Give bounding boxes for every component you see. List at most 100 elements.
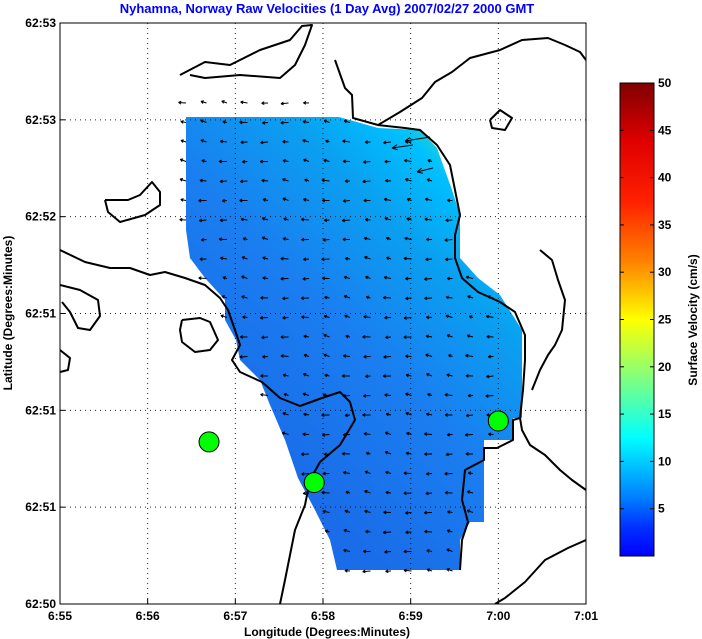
velocity-arrow xyxy=(221,198,228,203)
station-markers xyxy=(198,410,509,494)
y-tick-label: 62:51 xyxy=(25,403,56,417)
velocity-arrow xyxy=(465,373,474,378)
velocity-arrow xyxy=(282,197,289,201)
velocity-arrow xyxy=(385,412,392,417)
velocity-arrow xyxy=(446,568,453,572)
velocity-arrow xyxy=(446,334,453,338)
velocity-arrow xyxy=(384,393,392,397)
velocity-arrow xyxy=(424,529,433,534)
velocity-arrow xyxy=(260,140,269,145)
velocity-arrow xyxy=(343,275,351,280)
velocity-arrow xyxy=(383,355,392,359)
velocity-arrow xyxy=(446,529,453,533)
velocity-arrow xyxy=(404,136,431,144)
colorbar-tick-label: 35 xyxy=(658,218,672,232)
colorbar-tick-label: 15 xyxy=(658,407,672,421)
velocity-arrow xyxy=(405,354,412,359)
velocity-arrow xyxy=(445,218,453,223)
velocity-arrow xyxy=(325,139,330,144)
velocity-arrow xyxy=(446,548,453,552)
y-tick-label: 62:53 xyxy=(25,113,56,127)
velocity-arrow xyxy=(200,139,207,143)
velocity-arrow xyxy=(362,413,371,417)
velocity-arrow xyxy=(426,568,433,572)
velocity-arrow xyxy=(365,451,371,456)
velocity-arrow xyxy=(261,101,269,106)
velocity-arrow xyxy=(384,431,392,436)
velocity-arrow xyxy=(403,491,412,496)
velocity-arrow xyxy=(282,178,289,182)
velocity-arrow xyxy=(385,470,392,475)
velocity-arrow xyxy=(446,276,453,281)
velocity-arrow xyxy=(180,120,187,124)
velocity-arrow xyxy=(386,256,392,261)
velocity-arrow xyxy=(241,275,248,279)
colorbar-tick-label: 20 xyxy=(658,360,672,374)
velocity-arrow xyxy=(260,374,269,378)
velocity-arrow xyxy=(280,354,289,358)
y-tick-label: 62:53 xyxy=(25,16,56,30)
velocity-arrow xyxy=(218,237,228,242)
velocity-arrow xyxy=(301,472,310,476)
velocity-arrow xyxy=(446,198,453,203)
velocity-arrow xyxy=(342,470,351,475)
velocity-arrow xyxy=(444,238,453,242)
y-tick-label: 62:51 xyxy=(25,307,56,321)
velocity-arrow xyxy=(426,237,433,242)
velocity-arrow xyxy=(445,452,453,457)
velocity-arrow xyxy=(302,372,310,377)
velocity-arrow xyxy=(321,276,330,281)
velocity-arrow xyxy=(280,120,289,125)
velocity-arrow xyxy=(364,509,371,514)
velocity-field xyxy=(186,117,522,570)
velocity-arrow xyxy=(261,178,269,183)
velocity-arrow xyxy=(198,198,207,203)
velocity-arrow xyxy=(363,354,371,359)
velocity-arrow xyxy=(425,315,433,320)
velocity-arrow xyxy=(444,393,453,397)
x-tick-label: 6:56 xyxy=(136,609,160,623)
velocity-arrow xyxy=(259,159,269,164)
velocity-arrow xyxy=(220,256,228,261)
velocity-arrow xyxy=(280,335,289,339)
velocity-arrow xyxy=(424,197,433,202)
velocity-arrow xyxy=(303,353,310,358)
velocity-arrow xyxy=(424,217,433,222)
velocity-arrow xyxy=(465,353,474,358)
velocity-arrow xyxy=(384,550,392,554)
x-tick-label: 6:59 xyxy=(399,609,423,623)
velocity-arrow xyxy=(465,275,474,280)
y-tick-label: 62:51 xyxy=(25,500,56,514)
velocity-arrow xyxy=(303,412,310,417)
velocity-arrow xyxy=(465,413,474,418)
velocity-arrow xyxy=(465,452,474,456)
x-tick-labels: 6:55 6:56 6:57 6:58 6:59 7:00 7:01 xyxy=(48,599,598,623)
velocity-arrow xyxy=(363,393,371,398)
velocity-arrow xyxy=(200,237,207,242)
x-tick-label: 6:57 xyxy=(223,609,247,623)
station-marker xyxy=(303,472,325,494)
velocity-arrow xyxy=(221,100,228,104)
velocity-arrow xyxy=(466,490,474,494)
velocity-arrow xyxy=(343,548,351,553)
velocity-arrow xyxy=(280,101,289,106)
velocity-arrow xyxy=(343,119,351,124)
velocity-arrow xyxy=(302,120,310,124)
velocity-arrow xyxy=(403,335,412,340)
velocity-arrow xyxy=(345,334,351,339)
velocity-arrow xyxy=(341,374,351,378)
velocity-arrow xyxy=(363,314,371,319)
velocity-arrow xyxy=(391,144,414,151)
velocity-arrow xyxy=(282,296,289,301)
velocity-arrow xyxy=(301,315,310,320)
velocity-arrow xyxy=(179,178,187,182)
velocity-arrow xyxy=(405,511,412,515)
velocity-arrow xyxy=(444,471,453,476)
velocity-arrow xyxy=(383,275,392,280)
velocity-arrow xyxy=(323,158,330,163)
velocity-arrow xyxy=(424,277,433,281)
velocity-arrow xyxy=(200,119,207,123)
velocity-arrow xyxy=(239,120,248,125)
velocity-arrow xyxy=(302,139,310,143)
velocity-arrow xyxy=(261,236,269,240)
